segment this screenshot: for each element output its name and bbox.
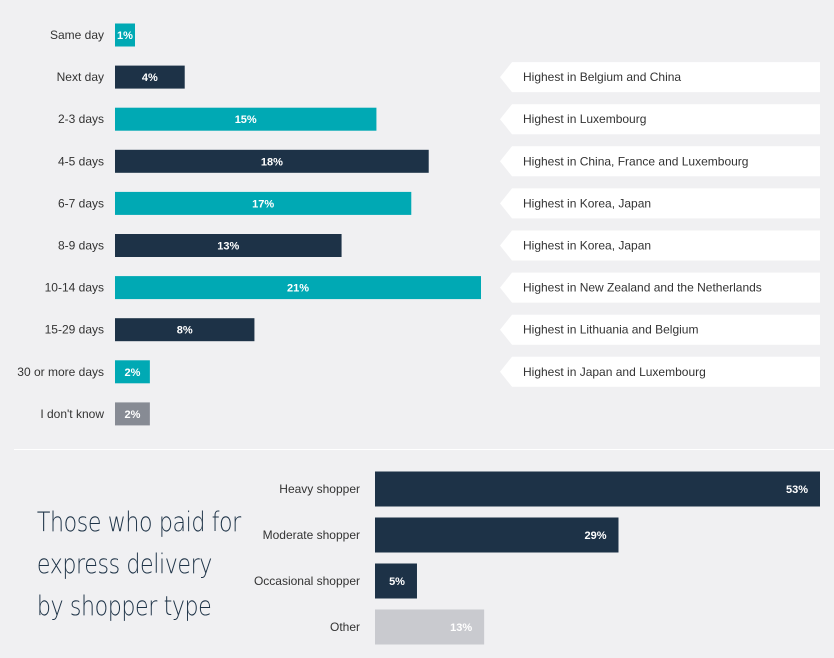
value-label-next-day: 4%	[142, 72, 158, 84]
category-label-same-day: Same day	[50, 28, 104, 42]
category-label-4-5-days: 4-5 days	[58, 154, 104, 168]
category-label-10-14-days: 10-14 days	[45, 281, 104, 295]
shopper-bar-heavy-shopper	[375, 471, 820, 507]
section-divider	[14, 449, 834, 450]
bar-6-7-days	[115, 191, 412, 215]
value-label-10-14-days: 21%	[287, 283, 309, 295]
shopper-value-moderate-shopper: 29%	[584, 530, 606, 542]
note-text-6-7-days: Highest in Korea, Japan	[523, 196, 651, 210]
note-text-8-9-days: Highest in Korea, Japan	[523, 239, 651, 253]
note-text-10-14-days: Highest in New Zealand and the Netherlan…	[523, 281, 762, 295]
category-label-30-or-more-days: 30 or more days	[17, 365, 104, 379]
shopper-bar-occasional-shopper	[375, 563, 417, 599]
bar-10-14-days	[115, 276, 481, 300]
shopper-value-other: 13%	[450, 622, 472, 634]
note-text-15-29-days: Highest in Lithuania and Belgium	[523, 323, 698, 337]
note-box-30-or-more-days	[500, 356, 820, 387]
note-box-6-7-days	[500, 188, 820, 219]
value-label-i-don-t-know: 2%	[124, 409, 140, 421]
shopper-bar-other	[375, 609, 485, 645]
note-text-4-5-days: Highest in China, France and Luxembourg	[523, 154, 748, 168]
note-box-2-3-days	[500, 104, 820, 135]
value-label-30-or-more-days: 2%	[124, 367, 140, 379]
note-text-next-day: Highest in Belgium and China	[523, 70, 681, 84]
note-box-10-14-days	[500, 272, 820, 303]
bar-8-9-days	[115, 234, 342, 257]
title-line-3: by shopper type	[36, 591, 212, 622]
note-text-2-3-days: Highest in Luxembourg	[523, 112, 646, 126]
value-label-same-day: 1%	[117, 30, 133, 42]
note-box-8-9-days	[500, 230, 820, 261]
category-label-2-3-days: 2-3 days	[58, 112, 104, 126]
bar-30-or-more-days	[115, 360, 150, 384]
bar-next-day	[115, 65, 185, 89]
value-label-4-5-days: 18%	[261, 156, 283, 168]
value-label-6-7-days: 17%	[252, 198, 274, 210]
value-label-8-9-days: 13%	[217, 241, 239, 253]
shopper-label-occasional-shopper: Occasional shopper	[254, 574, 360, 588]
bar-4-5-days	[115, 149, 429, 173]
category-label-8-9-days: 8-9 days	[58, 239, 104, 253]
value-label-15-29-days: 8%	[177, 325, 193, 337]
shopper-label-other: Other	[330, 620, 360, 634]
note-box-next-day	[500, 62, 820, 93]
bar-same-day	[115, 23, 135, 47]
shopper-value-occasional-shopper: 5%	[389, 576, 405, 588]
shopper-value-heavy-shopper: 53%	[786, 484, 808, 496]
category-label-15-29-days: 15-29 days	[45, 323, 104, 337]
shopper-type-chart-title: Those who paid for express delivery by s…	[36, 502, 241, 628]
title-line-2: express delivery	[36, 549, 212, 580]
shopper-label-heavy-shopper: Heavy shopper	[279, 482, 360, 496]
shopper-bar-moderate-shopper	[375, 517, 619, 553]
note-text-30-or-more-days: Highest in Japan and Luxembourg	[523, 365, 706, 379]
bar-i-don-t-know	[115, 402, 150, 426]
bar-2-3-days	[115, 107, 377, 131]
category-label-next-day: Next day	[57, 70, 104, 84]
category-label-i-don-t-know: I don't know	[40, 407, 104, 421]
bar-15-29-days	[115, 318, 255, 342]
category-label-6-7-days: 6-7 days	[58, 196, 104, 210]
delivery-time-chart: Same day 1% Next day 4% Highest in Belgium a…	[17, 23, 820, 426]
value-label-2-3-days: 15%	[235, 114, 257, 126]
title-line-1: Those who paid for	[36, 507, 241, 538]
note-box-4-5-days	[500, 146, 820, 177]
shopper-label-moderate-shopper: Moderate shopper	[263, 528, 360, 542]
note-box-15-29-days	[500, 314, 820, 345]
